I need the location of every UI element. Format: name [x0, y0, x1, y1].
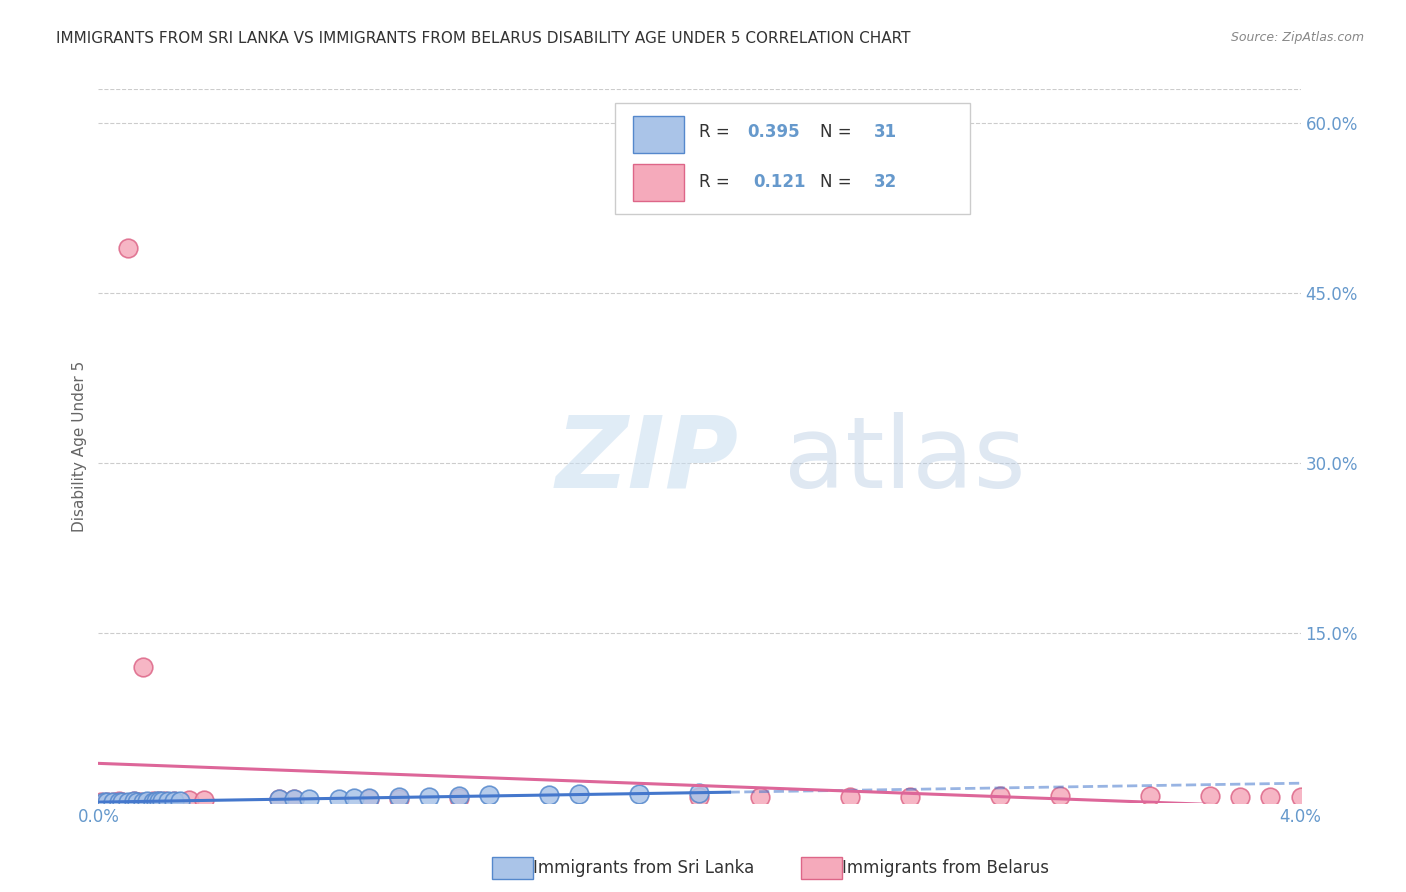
Text: R =: R =: [700, 173, 741, 191]
Point: [162, 793, 184, 807]
Point: [1049, 789, 1071, 803]
Point: [103, 795, 125, 809]
Point: [129, 795, 152, 809]
Point: [838, 789, 860, 804]
Text: N =: N =: [820, 173, 856, 191]
Point: [1229, 789, 1251, 804]
Y-axis label: Disability Age Under 5: Disability Age Under 5: [72, 360, 87, 532]
Text: atlas: atlas: [783, 412, 1025, 508]
Point: [124, 794, 146, 808]
Point: [117, 241, 139, 255]
Point: [96, 795, 118, 809]
Point: [117, 795, 139, 809]
Point: [267, 792, 290, 806]
Point: [111, 795, 134, 809]
Point: [538, 788, 561, 802]
Point: [447, 791, 470, 805]
Point: [90, 795, 112, 809]
Point: [1139, 789, 1161, 803]
Point: [162, 793, 184, 807]
Point: [145, 794, 167, 808]
Point: [898, 789, 921, 804]
Point: [132, 660, 155, 674]
Text: 31: 31: [873, 123, 897, 141]
Text: 32: 32: [873, 173, 897, 191]
Point: [628, 787, 651, 801]
Text: Immigrants from Belarus: Immigrants from Belarus: [842, 859, 1049, 877]
Text: N =: N =: [820, 123, 856, 141]
Point: [111, 795, 134, 809]
Text: IMMIGRANTS FROM SRI LANKA VS IMMIGRANTS FROM BELARUS DISABILITY AGE UNDER 5 CORR: IMMIGRANTS FROM SRI LANKA VS IMMIGRANTS …: [56, 31, 911, 46]
Point: [988, 789, 1011, 803]
Text: R =: R =: [700, 123, 735, 141]
Point: [108, 795, 131, 809]
Point: [156, 794, 179, 808]
Point: [127, 795, 149, 809]
Point: [388, 792, 411, 806]
Text: Immigrants from Sri Lanka: Immigrants from Sri Lanka: [533, 859, 754, 877]
Point: [150, 793, 173, 807]
Point: [283, 792, 305, 806]
Point: [141, 794, 163, 808]
Point: [1289, 789, 1312, 804]
Point: [357, 791, 380, 805]
Text: Source: ZipAtlas.com: Source: ZipAtlas.com: [1230, 31, 1364, 45]
Point: [141, 795, 163, 809]
Point: [357, 792, 380, 806]
Point: [343, 791, 366, 805]
Point: [96, 795, 118, 809]
Point: [132, 795, 155, 809]
Text: ZIP: ZIP: [555, 412, 738, 508]
Point: [447, 789, 470, 803]
Point: [689, 786, 711, 800]
Point: [748, 789, 770, 804]
Point: [148, 794, 170, 808]
Point: [1260, 789, 1282, 804]
Point: [177, 793, 200, 807]
Point: [93, 795, 115, 809]
Point: [689, 790, 711, 805]
Point: [193, 793, 215, 807]
Point: [418, 789, 440, 804]
Point: [124, 794, 146, 808]
Point: [568, 787, 591, 801]
FancyBboxPatch shape: [633, 164, 683, 202]
Point: [298, 792, 321, 806]
Point: [108, 794, 131, 808]
Point: [478, 789, 501, 803]
Text: 0.121: 0.121: [754, 173, 806, 191]
Point: [328, 792, 350, 806]
FancyBboxPatch shape: [633, 116, 683, 153]
Point: [169, 793, 191, 807]
Point: [148, 793, 170, 807]
Point: [388, 790, 411, 805]
Point: [135, 794, 157, 808]
Point: [127, 795, 149, 809]
Point: [283, 792, 305, 806]
Point: [1199, 789, 1222, 803]
Point: [153, 793, 176, 807]
FancyBboxPatch shape: [616, 103, 970, 214]
Point: [267, 792, 290, 806]
Point: [103, 795, 125, 809]
Text: 0.395: 0.395: [748, 123, 800, 141]
